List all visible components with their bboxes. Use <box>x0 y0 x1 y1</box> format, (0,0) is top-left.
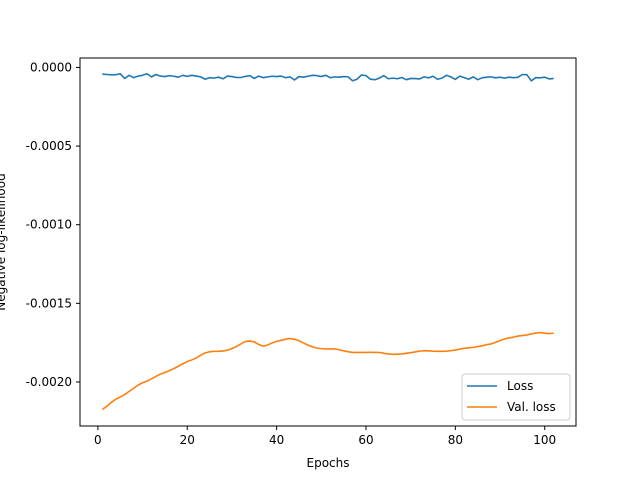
x-tick-label: 60 <box>358 433 373 447</box>
x-tick-label: 40 <box>269 433 284 447</box>
series-layer <box>101 72 554 411</box>
series-line-loss <box>102 72 554 82</box>
y-tick-label: 0.0000 <box>30 60 72 74</box>
y-tick-label: -0.0010 <box>26 218 72 232</box>
x-axis-label: Epochs <box>307 456 350 470</box>
plot-frame <box>79 57 577 427</box>
series-line-val-loss <box>101 331 554 411</box>
legend-label-loss: Loss <box>507 379 533 393</box>
y-tick-label: -0.0005 <box>26 139 72 153</box>
x-tick-label: 20 <box>180 433 195 447</box>
y-tick-label: -0.0020 <box>26 375 72 389</box>
y-axis-ticks: 0.0000 -0.0005 -0.0010 -0.0015 -0.0020 <box>26 60 80 389</box>
plot-area <box>80 58 576 426</box>
legend: Loss Val. loss <box>461 373 571 421</box>
x-tick-label: 80 <box>448 433 463 447</box>
legend-label-val-loss: Val. loss <box>507 400 556 414</box>
x-tick-label: 100 <box>533 433 556 447</box>
y-axis-label: Negative log-likelihood <box>0 173 8 310</box>
y-tick-label: -0.0015 <box>26 296 72 310</box>
x-tick-label: 0 <box>94 433 102 447</box>
x-axis-ticks: 0 20 40 60 80 100 <box>94 426 556 447</box>
